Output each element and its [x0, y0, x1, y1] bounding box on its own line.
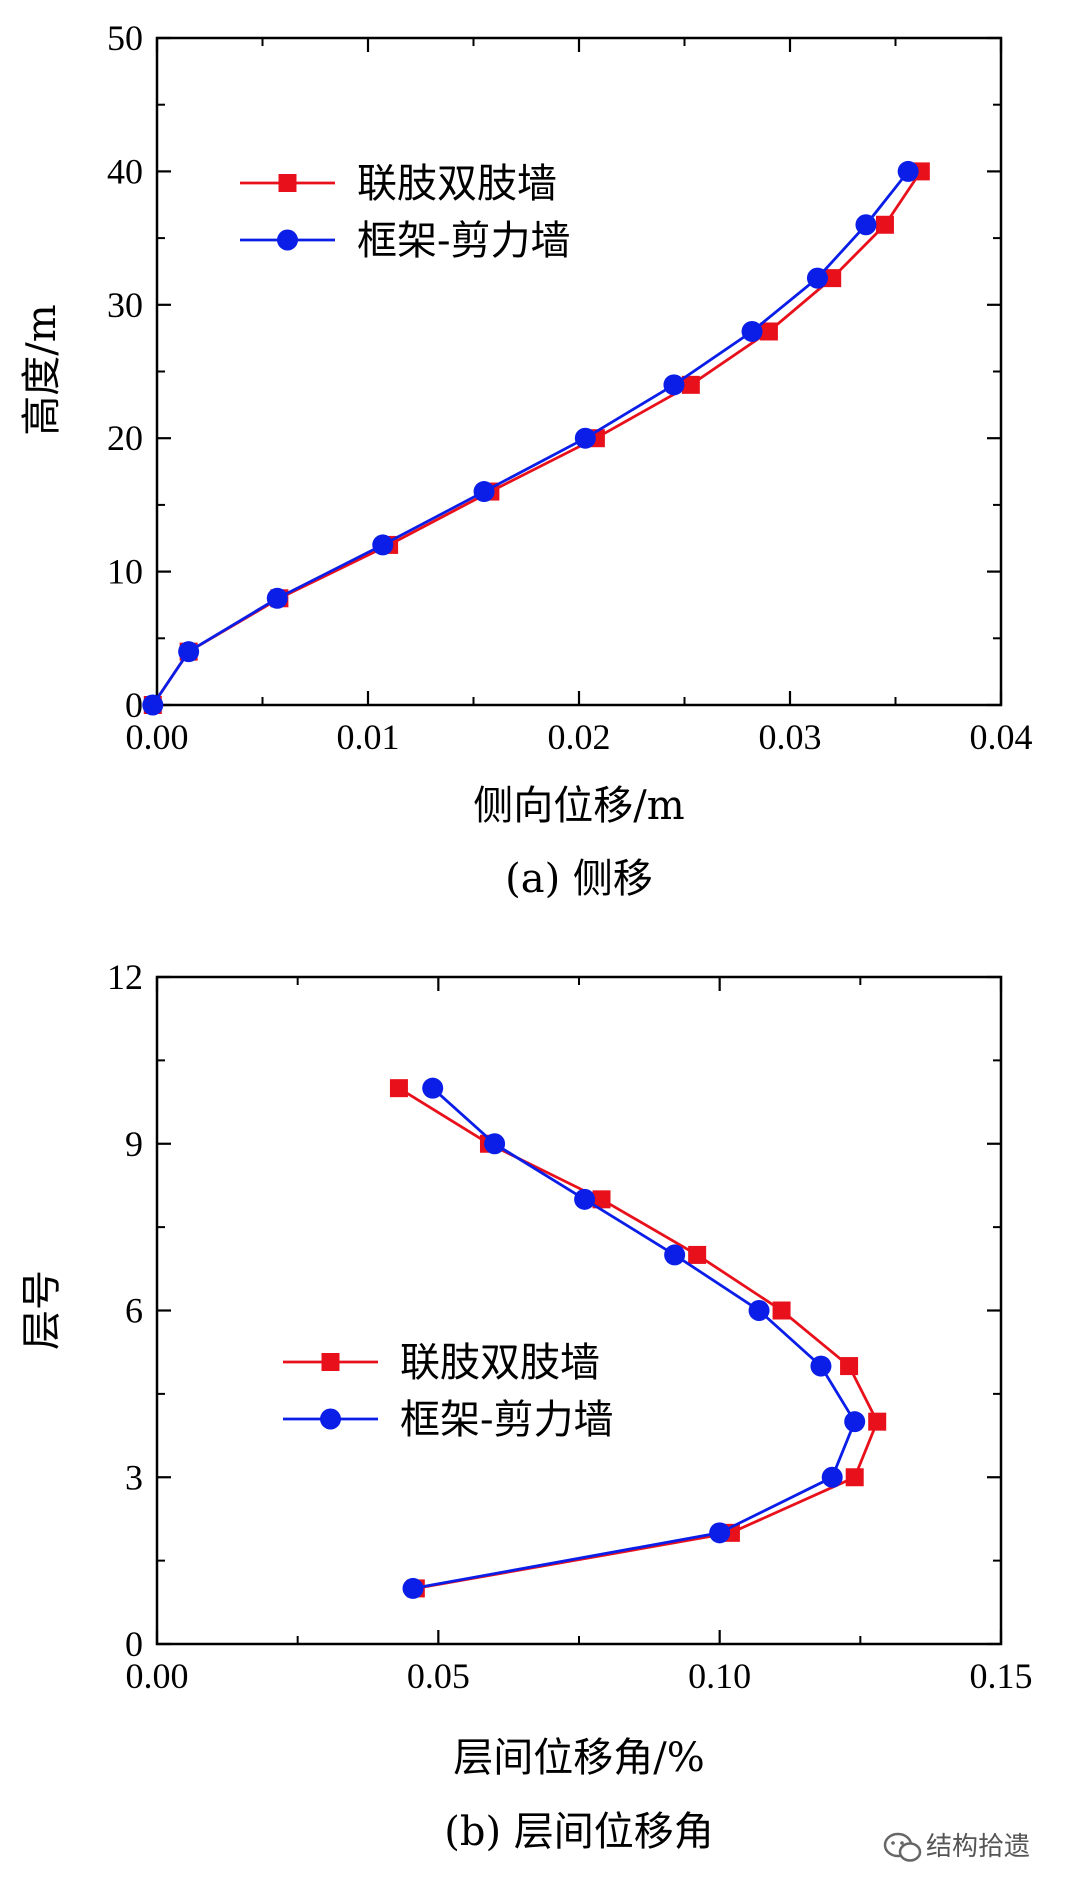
circle-marker-icon [320, 1408, 341, 1430]
x-tick-label: 0.00 [126, 717, 189, 757]
wechat-icon [883, 1832, 922, 1862]
y-tick-label: 0 [125, 1624, 143, 1664]
data-point [709, 1522, 731, 1544]
x-tick-label: 0.10 [688, 1656, 751, 1696]
data-point [823, 269, 842, 288]
data-point [844, 1411, 866, 1433]
legend-item: 联肢双肢墙 [283, 1340, 600, 1386]
data-point [592, 1190, 611, 1209]
data-point [681, 375, 700, 394]
legend-label: 联肢双肢墙 [357, 161, 557, 207]
data-point [574, 1188, 596, 1210]
data-point [664, 1244, 686, 1266]
series-frame-shear-wall [142, 160, 919, 716]
y-tick-label: 3 [125, 1457, 143, 1497]
chart-b-series [389, 1077, 887, 1599]
data-point [868, 1412, 887, 1431]
chart-b-frame [155, 975, 1003, 1646]
chart-a-ylabel: 高度/m [19, 304, 65, 435]
chart-a-series [142, 160, 930, 716]
y-tick-label: 12 [107, 957, 143, 997]
data-point [772, 1301, 791, 1320]
x-tick-label: 0.03 [759, 717, 822, 757]
y-tick-label: 20 [107, 418, 143, 458]
y-tick-label: 50 [107, 18, 143, 58]
data-point [897, 160, 919, 182]
data-point [389, 1079, 408, 1098]
x-tick-label: 0.00 [126, 1656, 189, 1696]
data-point [875, 215, 894, 234]
square-marker-icon [278, 174, 297, 192]
data-point [748, 1300, 770, 1321]
x-tick-label: 0.15 [970, 1656, 1033, 1696]
data-point [473, 481, 495, 503]
y-tick-label: 6 [125, 1291, 143, 1331]
legend-item: 框架-剪力墙 [240, 218, 571, 264]
chart-b-caption: (b) 层间位移角 [444, 1809, 714, 1855]
x-tick-label: 0.04 [970, 717, 1033, 757]
series-coupled-wall [389, 1079, 887, 1598]
legend-label: 框架-剪力墙 [357, 218, 571, 264]
circle-marker-icon [277, 229, 298, 251]
chart-a-axes: 0.00 0.01 0.02 0.03 0.04 0 10 20 30 40 50 [107, 18, 1033, 757]
data-point [840, 1357, 859, 1376]
chart-b-axes: 0.00 0.05 0.10 0.15 0 3 6 9 12 [107, 957, 1033, 1696]
y-tick-label: 9 [125, 1124, 143, 1164]
data-point [810, 1355, 832, 1377]
data-point [845, 1468, 864, 1487]
watermark-text: 结构拾遗 [926, 1832, 1030, 1862]
legend-item: 框架-剪力墙 [283, 1397, 614, 1443]
legend-label: 联肢双肢墙 [400, 1340, 600, 1386]
legend-item: 联肢双肢墙 [240, 161, 557, 207]
legend-label: 框架-剪力墙 [400, 1397, 614, 1443]
data-point [422, 1077, 444, 1099]
y-tick-label: 30 [107, 285, 143, 325]
x-tick-label: 0.05 [407, 1656, 470, 1696]
chart-a-xlabel: 侧向位移/m [473, 783, 684, 829]
watermark: 结构拾遗 [883, 1832, 1030, 1862]
data-point [266, 587, 288, 609]
data-point [574, 427, 596, 449]
data-point [663, 374, 685, 396]
y-tick-label: 0 [125, 685, 143, 725]
series-line [412, 1087, 857, 1590]
x-tick-label: 0.01 [337, 717, 400, 757]
series-frame-shear-wall [402, 1077, 866, 1599]
square-marker-icon [321, 1353, 340, 1371]
data-point [484, 1133, 506, 1155]
series-line [398, 1087, 879, 1590]
data-point [806, 267, 828, 289]
chart-a-caption: (a) 侧移 [505, 856, 653, 902]
chart-b-xlabel: 层间位移角/% [453, 1735, 704, 1781]
data-point [402, 1577, 424, 1599]
data-point [372, 534, 394, 556]
chart-lateral-displacement: 0.00 0.01 0.02 0.03 0.04 0 10 20 30 40 50 联肢双肢墙框架-… [19, 18, 1033, 902]
data-point [821, 1466, 843, 1488]
y-tick-label: 10 [107, 552, 143, 592]
data-point [178, 641, 200, 663]
chart-b-ylabel: 层号 [19, 1270, 65, 1350]
data-point [688, 1245, 707, 1264]
data-point [855, 214, 877, 236]
data-point [741, 320, 763, 342]
y-tick-label: 40 [107, 151, 143, 191]
x-tick-label: 0.02 [548, 717, 611, 757]
data-point [759, 322, 778, 341]
data-point [142, 694, 164, 716]
